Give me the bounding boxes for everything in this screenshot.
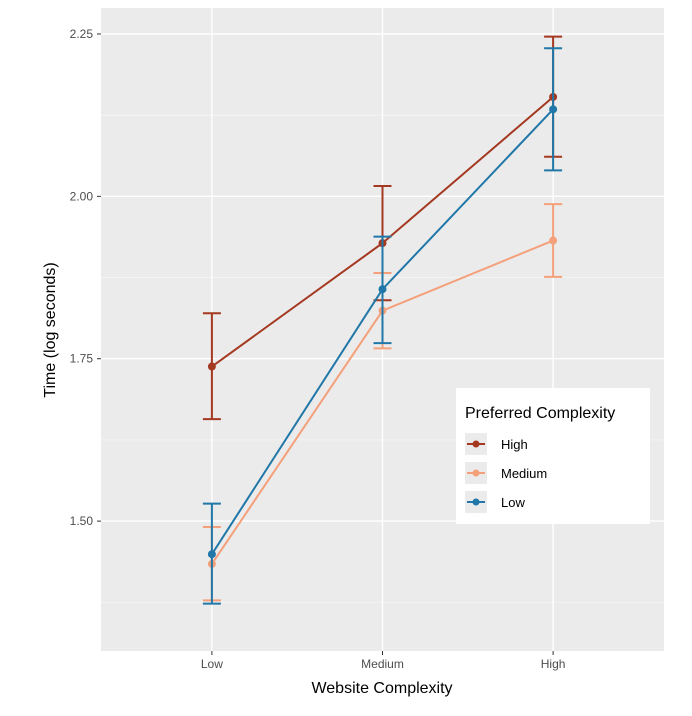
legend: Preferred Complexity High Medium Low bbox=[456, 388, 650, 524]
legend-label: High bbox=[501, 437, 528, 452]
y-tick-label: 2.00 bbox=[70, 189, 94, 203]
data-point bbox=[207, 362, 216, 371]
y-axis: 1.50 1.75 2.00 2.25 bbox=[70, 27, 101, 528]
data-point bbox=[549, 236, 558, 245]
legend-items: High Medium Low bbox=[465, 433, 547, 513]
x-tick-label: Low bbox=[201, 657, 223, 671]
legend-key-point bbox=[472, 498, 480, 506]
legend-item-high: High bbox=[465, 433, 528, 455]
legend-label: Low bbox=[501, 495, 525, 510]
legend-label: Medium bbox=[501, 466, 547, 481]
x-axis-title: Website Complexity bbox=[311, 680, 452, 697]
legend-box bbox=[456, 388, 650, 524]
x-tick-label: High bbox=[541, 657, 566, 671]
data-point bbox=[378, 285, 387, 294]
y-tick-label: 1.75 bbox=[70, 352, 94, 366]
data-point bbox=[207, 550, 216, 559]
legend-item-low: Low bbox=[465, 491, 525, 513]
data-point bbox=[549, 105, 558, 114]
series-layer bbox=[202, 35, 563, 605]
y-axis-title: Time (log seconds) bbox=[42, 262, 59, 397]
series-low bbox=[202, 47, 563, 605]
legend-key-point bbox=[472, 469, 480, 477]
x-tick-label: Medium bbox=[361, 657, 404, 671]
y-tick-label: 2.25 bbox=[70, 27, 94, 41]
y-tick-label: 1.50 bbox=[70, 514, 94, 528]
legend-item-medium: Medium bbox=[465, 462, 547, 484]
legend-title: Preferred Complexity bbox=[465, 405, 615, 422]
x-axis: Low Medium High bbox=[201, 651, 566, 671]
legend-key-point bbox=[472, 440, 480, 448]
